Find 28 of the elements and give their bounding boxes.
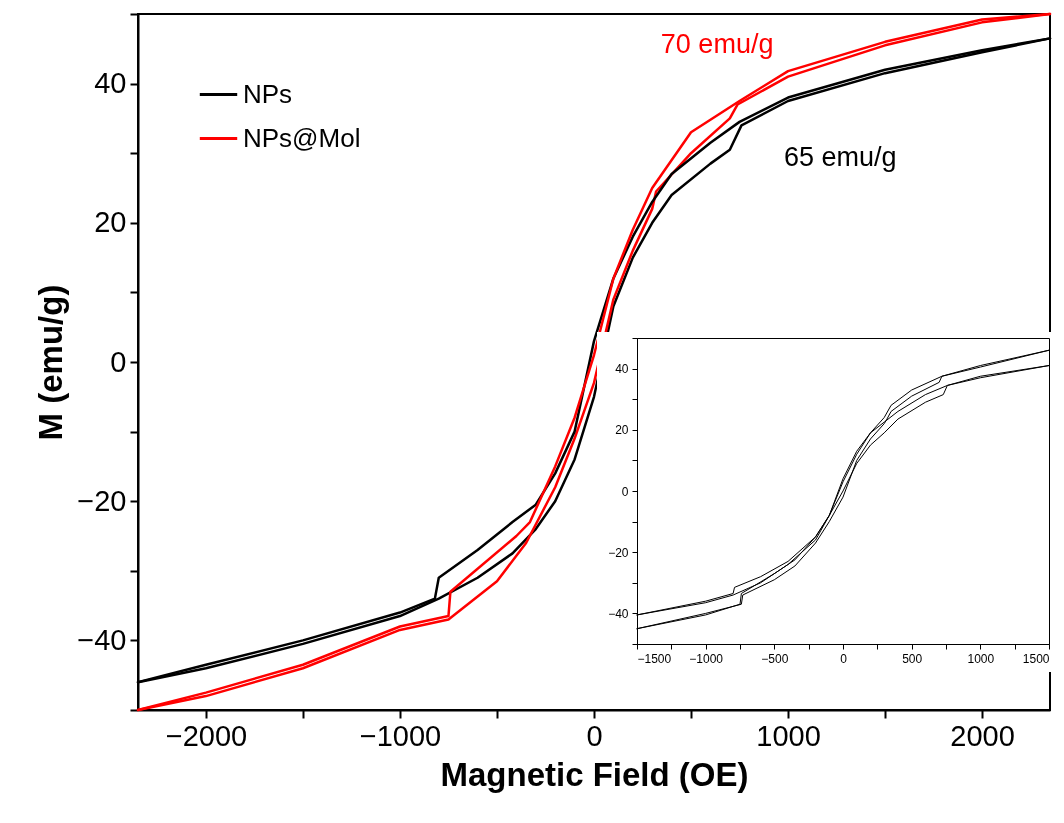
- y-tick-label: 40: [615, 362, 629, 377]
- x-axis-title: Magnetic Field (OE): [440, 755, 749, 793]
- x-tick-label: −1500: [637, 651, 672, 666]
- legend-label: NPs@Mol: [243, 122, 361, 153]
- x-tick-label: −500: [761, 651, 789, 666]
- y-tick-label: −40: [608, 606, 629, 621]
- x-tick-label: 1000: [756, 719, 821, 752]
- annotation: 65 emu/g: [783, 142, 897, 173]
- y-tick-label: 20: [94, 206, 127, 239]
- annotation: 70 emu/g: [660, 29, 774, 60]
- y-tick-label: −20: [608, 545, 629, 560]
- y-axis-title: M (emu/g): [32, 284, 70, 441]
- x-tick-label: 500: [902, 651, 923, 666]
- legend-label: NPs: [243, 78, 293, 109]
- y-tick-label: 40: [94, 67, 127, 100]
- y-tick-label: 0: [110, 345, 127, 378]
- y-tick-label: −20: [77, 484, 127, 517]
- y-tick-label: 0: [621, 484, 629, 499]
- y-tick-label: 20: [615, 423, 629, 438]
- x-tick-label: 1500: [1022, 651, 1050, 666]
- x-tick-label: −1000: [689, 651, 724, 666]
- x-tick-label: 2000: [950, 719, 1015, 752]
- x-tick-label: −2000: [165, 719, 248, 752]
- x-tick-label: 1000: [967, 651, 995, 666]
- y-tick-label: −40: [77, 623, 127, 656]
- x-tick-label: 0: [840, 651, 848, 666]
- x-tick-label: −1000: [359, 719, 442, 752]
- x-tick-label: 0: [586, 719, 603, 752]
